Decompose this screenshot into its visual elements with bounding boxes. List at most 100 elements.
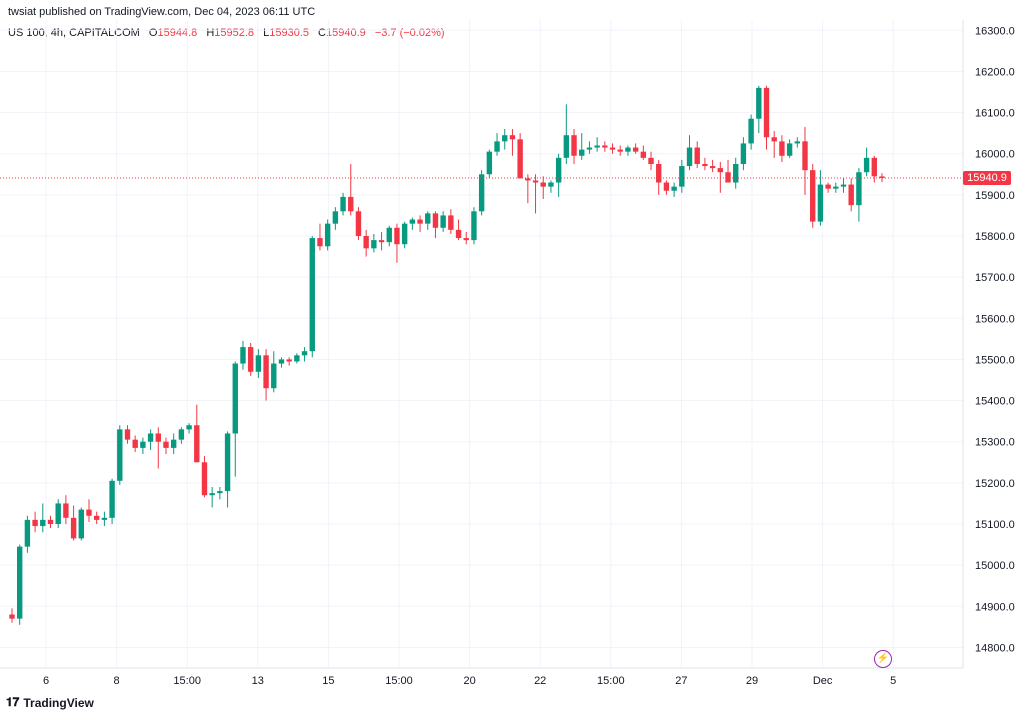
candle-body	[425, 213, 431, 224]
candle	[663, 180, 670, 195]
candle-body	[840, 184, 847, 187]
candle	[93, 511, 100, 524]
candle	[840, 178, 847, 193]
time-tick-label: 5	[890, 675, 896, 687]
candle-body	[879, 176, 885, 179]
candle-body	[571, 135, 577, 156]
candle-body	[70, 517, 77, 539]
candle	[47, 515, 54, 529]
candle-body	[686, 147, 693, 167]
time-axis: 6 8 15:00 13 15 15:00 20 22 15:00 27 29 Dec 5	[43, 675, 896, 687]
candle-body	[478, 174, 485, 212]
candle-body	[756, 87, 762, 119]
candle	[763, 85, 770, 150]
candle	[779, 135, 785, 162]
candle-body	[579, 149, 585, 156]
candle	[286, 357, 292, 366]
close-label: C	[318, 27, 326, 39]
time-tick-label: Dec	[813, 675, 833, 687]
candle-body	[93, 515, 100, 520]
candle-body	[140, 441, 146, 448]
candle	[625, 145, 631, 156]
candle-body	[232, 363, 238, 434]
candle	[632, 143, 639, 154]
candle	[209, 486, 215, 508]
candle	[86, 499, 92, 522]
candle-body	[833, 186, 839, 189]
candle-body	[147, 433, 154, 442]
candle	[324, 219, 331, 251]
candle	[686, 135, 693, 171]
time-tick-label: 13	[252, 675, 264, 687]
candle	[217, 486, 223, 500]
candle	[340, 192, 346, 216]
candle	[301, 347, 308, 362]
candle-body	[401, 223, 408, 245]
candle	[371, 233, 377, 253]
price-tick-label: 15700.0	[975, 272, 1015, 284]
candle	[9, 608, 15, 623]
candle-body	[740, 143, 747, 164]
candle	[440, 211, 446, 232]
candle	[401, 221, 408, 249]
candle-body	[263, 355, 269, 389]
candle-body	[324, 223, 331, 247]
candle	[386, 225, 392, 247]
candle-body	[286, 359, 292, 362]
candle	[733, 157, 739, 189]
price-tick-label: 15300.0	[975, 437, 1015, 449]
candle	[132, 435, 138, 452]
candle	[502, 129, 508, 150]
candle	[617, 145, 623, 156]
candle-body	[386, 227, 392, 243]
candle	[294, 353, 300, 364]
candle-body	[86, 509, 92, 516]
candle-body	[124, 429, 131, 440]
candle	[656, 159, 662, 195]
candle	[717, 161, 724, 193]
candle-body	[55, 503, 61, 524]
candle	[525, 174, 531, 204]
candle-body	[394, 227, 400, 245]
candle	[848, 178, 854, 212]
price-tick-label: 16300.0	[975, 25, 1015, 37]
candle-body	[625, 147, 631, 152]
candle	[555, 153, 562, 197]
candle	[856, 168, 862, 222]
candle	[147, 429, 154, 450]
candle-body	[786, 143, 793, 156]
candle	[494, 133, 500, 156]
candle-body	[648, 157, 654, 164]
tradingview-logo[interactable]: 𝟏𝟕 TradingView	[6, 695, 94, 710]
candle-body	[271, 363, 277, 389]
candle-body	[309, 238, 315, 352]
candle	[810, 164, 816, 228]
candle-body	[548, 182, 554, 187]
candle-body	[817, 184, 824, 222]
candle-body	[132, 439, 138, 448]
candle-body	[594, 145, 600, 148]
candles-series	[0, 85, 963, 625]
candle-body	[540, 182, 546, 187]
candle	[332, 207, 339, 230]
candle-body	[794, 141, 801, 144]
candle-body	[317, 238, 323, 247]
candle-body	[810, 170, 816, 222]
candle-body	[24, 519, 31, 547]
candle	[425, 211, 431, 230]
candle	[394, 223, 400, 263]
lightning-icon[interactable]: ⚡	[874, 650, 892, 668]
candle-body	[502, 135, 508, 142]
price-tick-label: 15000.0	[975, 560, 1015, 572]
last-price-badge: 15940.9	[963, 171, 1011, 186]
candle	[640, 145, 647, 160]
candle	[186, 423, 192, 434]
candle-body	[856, 172, 862, 206]
candle-body	[340, 196, 346, 212]
time-tick-label: 15:00	[385, 675, 413, 687]
candle-body	[563, 135, 570, 158]
candle	[55, 499, 61, 529]
low-label: L	[263, 27, 270, 39]
time-tick-label: 22	[534, 675, 546, 687]
